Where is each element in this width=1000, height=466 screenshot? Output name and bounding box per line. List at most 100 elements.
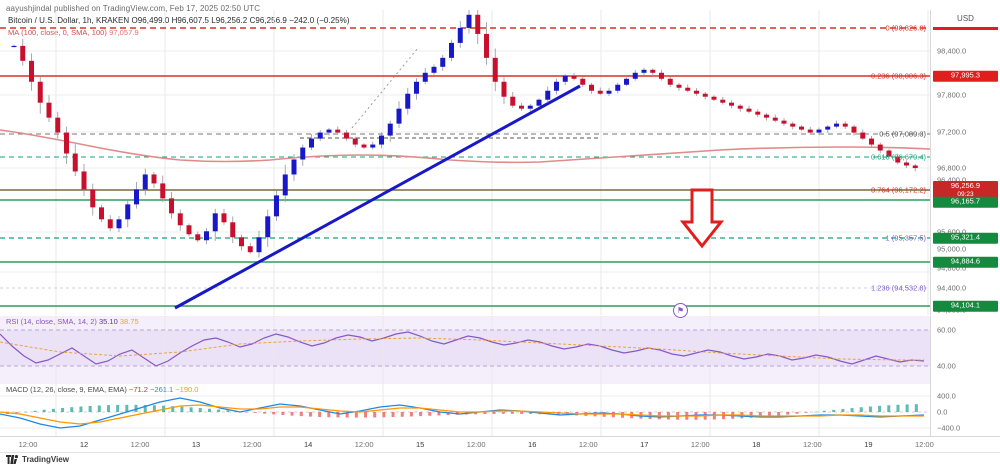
macd-tick-neg400: −400.0: [937, 423, 961, 433]
ma-indicator-legend[interactable]: MA (100, close, 0, SMA, 100) 97,057.9: [8, 28, 139, 37]
candle-body: [99, 207, 104, 220]
candle-body: [195, 234, 201, 241]
candle-body: [580, 78, 586, 85]
price-plot-area[interactable]: [0, 10, 930, 315]
time-axis[interactable]: 12:00 12 12:00 13 12:00 14 12:00 15 12:00 16 12:00…: [0, 436, 1000, 452]
rsi-axis[interactable]: 60.00 40.00: [930, 316, 1000, 384]
candle-body: [352, 138, 358, 145]
candle-body: [694, 90, 699, 94]
candle-body: [597, 90, 603, 94]
candle-body: [650, 69, 656, 73]
macd-histogram-bar: [116, 404, 120, 412]
rsi-line: [0, 331, 925, 367]
fibonacci-level-lines: [0, 27, 930, 307]
ascending-trendline: [174, 84, 581, 310]
price-tick: 98,400.0: [937, 46, 967, 56]
macd-histogram-bar: [868, 406, 872, 412]
macd-histogram-bar: [318, 412, 322, 417]
candle-body: [755, 111, 761, 115]
vertical-gridlines: [55, 10, 929, 315]
macd-histogram-bar: [152, 405, 156, 412]
rsi-legend[interactable]: RSI (14, close, SMA, 14, 2) 35.10 38.75: [6, 317, 139, 326]
macd-histogram-bar: [382, 412, 386, 418]
macd-histogram-bar: [832, 409, 836, 412]
macd-histogram-bar: [345, 412, 349, 418]
candle-body: [860, 132, 866, 139]
macd-histogram-bar: [79, 406, 83, 412]
candle-body: [344, 132, 349, 139]
symbol-legend[interactable]: Bitcoin / U.S. Dollar, 1h, KRAKEN O96,49…: [8, 16, 350, 25]
axis-badge-96165: 96,165.7: [933, 196, 998, 208]
macd-histogram-bar: [97, 405, 101, 412]
candle-body: [361, 144, 367, 148]
candle-body: [807, 129, 813, 133]
macd-histogram-bar: [914, 404, 918, 412]
candle-body: [571, 75, 577, 79]
candle-body: [720, 99, 726, 103]
price-tick: 94,400.0: [937, 283, 967, 293]
time-tick-label: 13: [191, 440, 201, 449]
macd-histogram-bar: [850, 408, 854, 412]
axis-badge-current-price[interactable]: 96,256.9 09:23: [933, 180, 998, 200]
candle-body: [711, 96, 717, 100]
macd-histogram-bar: [88, 405, 92, 412]
candle-body: [667, 78, 673, 85]
macd-histogram-bar: [409, 412, 413, 417]
macd-histogram-bar: [777, 412, 781, 416]
candle-body: [746, 108, 752, 112]
macd-tick-400: 400.0: [937, 391, 956, 401]
candle-body: [142, 174, 148, 190]
candle-body: [134, 189, 139, 205]
candle-body: [274, 195, 279, 217]
candle-body: [492, 57, 498, 82]
tradingview-logo[interactable]: TradingView: [6, 455, 69, 464]
alert-flag-marker[interactable]: ⚑: [673, 303, 688, 318]
macd-histogram-bar: [510, 412, 514, 414]
candle-body: [300, 147, 306, 160]
candle-body: [379, 135, 384, 145]
rsi-plot-area[interactable]: [0, 316, 930, 384]
candle-body: [764, 114, 769, 118]
candle-body: [545, 90, 551, 100]
macd-histogram-bar: [51, 408, 55, 412]
candle-body: [125, 204, 131, 220]
rsi-band-fill: [0, 330, 930, 366]
rsi-pane[interactable]: RSI (14, close, SMA, 14, 2) 35.10 38.75 …: [0, 316, 1000, 384]
macd-pane[interactable]: MACD (12, 26, close, 9, EMA, EMA) −71.2 …: [0, 384, 1000, 436]
candle-body: [370, 144, 376, 148]
macd-axis[interactable]: 400.0 0.0 −400.0: [930, 384, 1000, 436]
candle-body: [64, 132, 69, 154]
time-tick-label: 12:00: [690, 440, 710, 449]
macd-histogram-bar: [474, 412, 478, 415]
candle-body: [291, 159, 297, 175]
candle-body: [90, 189, 96, 208]
candle-body: [107, 219, 113, 229]
candle-body: [527, 105, 533, 109]
macd-histogram-bar: [804, 412, 808, 413]
fib-label-0236: 0.236 (98,006.3): [870, 71, 926, 81]
price-chart-svg: [0, 10, 930, 315]
axis-badge-94884: 94,884.6: [933, 256, 998, 268]
fib-label-0: 0 (98,826.0): [885, 23, 926, 33]
candle-body: [851, 126, 857, 133]
price-axis[interactable]: USD 98,400.0 97,800.0 97,200.0 96,800.0 …: [930, 10, 1000, 315]
candle-body: [326, 129, 332, 133]
macd-histogram-bar: [180, 406, 184, 412]
macd-histogram-bar: [198, 408, 202, 412]
candle-body: [440, 57, 446, 67]
macd-histogram-bar: [24, 411, 28, 413]
bar-countdown: 09:23: [957, 190, 974, 198]
price-pane[interactable]: 0 (98,826.0) 0.236 (98,006.3) 0.5 (97,08…: [0, 10, 1000, 315]
macd-plot-area[interactable]: [0, 384, 930, 436]
axis-badge-97995: 97,995.3: [933, 70, 998, 82]
macd-legend[interactable]: MACD (12, 26, close, 9, EMA, EMA) −71.2 …: [6, 385, 198, 394]
time-tick-label: 12:00: [802, 440, 822, 449]
fib-label-1: 1 (95,357.5): [885, 233, 926, 243]
macd-histogram-bar: [226, 410, 230, 412]
tradingview-wordmark: TradingView: [22, 455, 69, 464]
candle-body: [834, 123, 839, 127]
time-tick-label: 15: [415, 440, 425, 449]
candle-body: [55, 117, 61, 133]
macd-histogram-bar: [878, 405, 882, 412]
candle-body: [904, 162, 909, 166]
